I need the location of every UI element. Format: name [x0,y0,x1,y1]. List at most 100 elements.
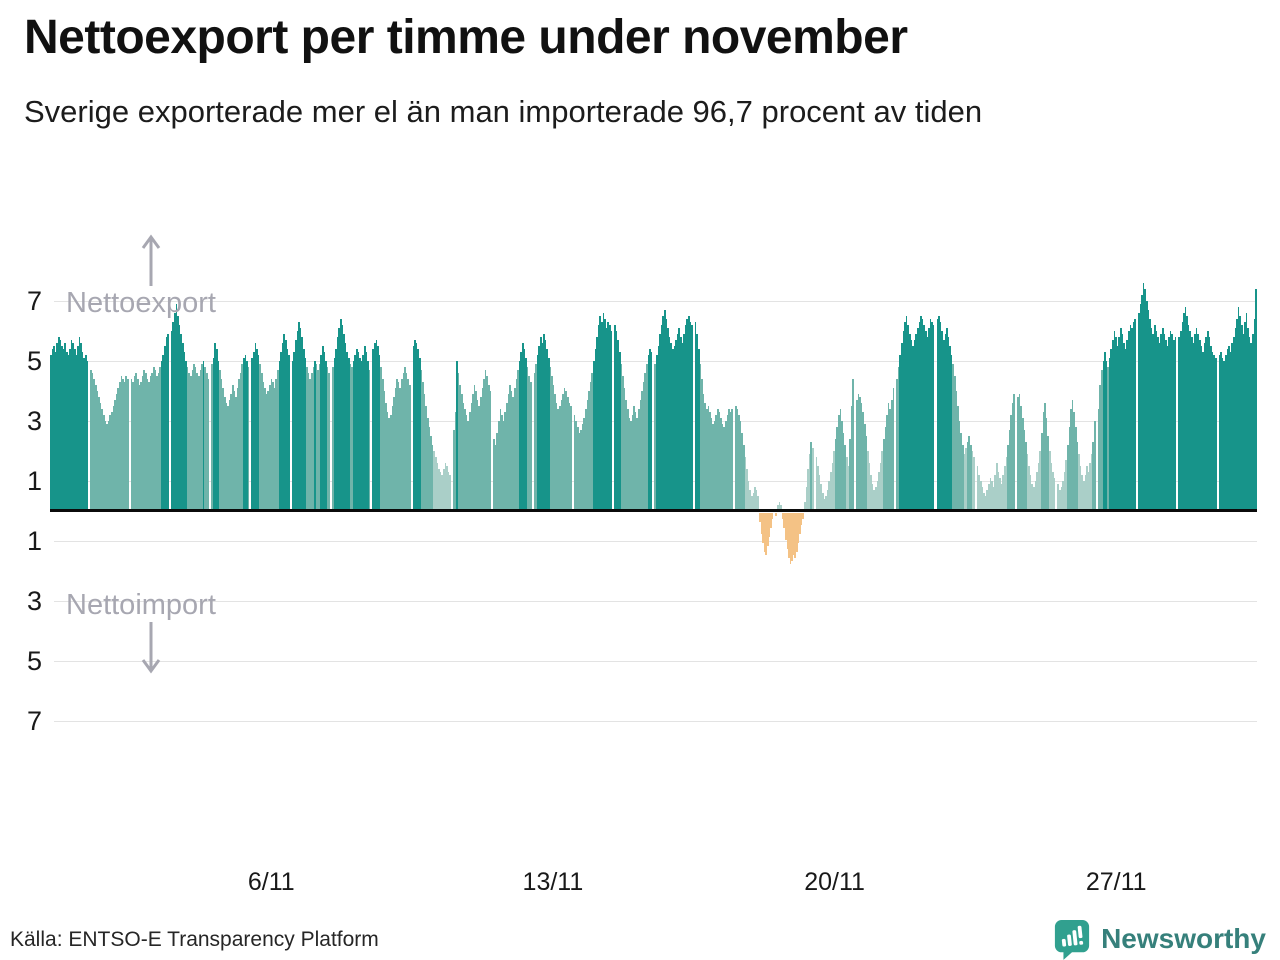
bar-hour [936,230,939,722]
bar [1018,394,1021,511]
bar-hour [1107,230,1109,722]
day-group [533,230,572,722]
bar [771,513,774,519]
bar-hour [452,230,455,722]
bar [887,403,890,511]
bar-hour [1049,230,1051,722]
bar [1221,358,1224,511]
bar [536,355,539,511]
bar-hour [475,230,477,722]
bar-hour [802,230,805,722]
bar-hour [148,230,150,722]
bar [1102,361,1105,511]
bar [433,451,435,511]
bar [1250,343,1253,511]
bar [257,355,260,511]
bar-hour [501,230,503,722]
bar-hour [247,230,250,722]
bar [1013,394,1016,511]
bar [104,421,107,511]
bar-hour [270,230,273,722]
bar [454,412,457,511]
bar-hour [563,230,566,722]
bar-hour [1057,230,1060,722]
bar [391,406,394,511]
bar-hour [997,230,1000,722]
bar-hour [717,230,719,722]
bar-hour [1250,230,1253,722]
bar-hour [910,230,913,722]
bar-hour [646,230,648,722]
bar [293,352,295,511]
bar-hour [1044,230,1046,722]
bar-hour [1063,230,1066,722]
bar [870,475,872,511]
bar [957,406,959,511]
bar-hour [713,230,716,722]
bar-hour [302,230,305,722]
bar-hour [1059,230,1061,722]
bar [875,487,877,511]
bar [294,340,297,511]
bar-hour [518,230,521,722]
bar [679,337,682,511]
bar [833,451,835,511]
bar-hour [887,230,890,722]
bar-hour [478,230,481,722]
bar-hour [1247,230,1249,722]
bar-hour [589,230,592,722]
bar [981,487,984,511]
bar-hour [702,230,705,722]
bar [728,409,730,511]
bar-hour [125,230,127,722]
bar-hour [460,230,463,722]
y-axis-tick-label: 1 [26,526,42,556]
bar-hour [118,230,121,722]
bar [947,337,950,511]
bar-hour [439,230,442,722]
bar [1183,313,1185,511]
bar-hour [214,230,216,722]
bar [994,475,996,511]
bar-hour [1200,230,1203,722]
bar [423,394,426,511]
bar-hour [760,230,763,722]
bar-hour [915,230,917,722]
bar-hour [120,230,123,722]
bar-hour [544,230,547,722]
zero-axis-line [50,509,1257,512]
bar [227,406,229,511]
bar [757,496,759,511]
bar-hour [1223,230,1225,722]
bar-hour [141,230,144,722]
bar [405,373,408,511]
bar-hour [641,230,643,722]
bar [520,352,522,511]
bar [352,361,355,511]
bar [575,421,578,511]
bar-hour [365,230,368,722]
bar [504,412,507,511]
bar [800,513,803,525]
bar [638,409,640,511]
day-group [1218,230,1257,722]
bar [1036,472,1038,511]
bar-hour [796,230,798,722]
bar-hour [517,230,519,722]
bar-hour [721,230,724,722]
bar [958,421,961,511]
day-group [493,230,532,722]
bar [615,331,618,511]
bar-hour [293,230,295,722]
bar [580,430,582,511]
bar [388,418,390,511]
bar [1115,337,1117,511]
bar [1028,466,1030,511]
bar-hour [188,230,191,722]
bar [220,379,223,511]
bar [1145,301,1148,511]
bar [926,337,929,511]
bar [863,424,866,511]
bar-hour [668,230,671,722]
